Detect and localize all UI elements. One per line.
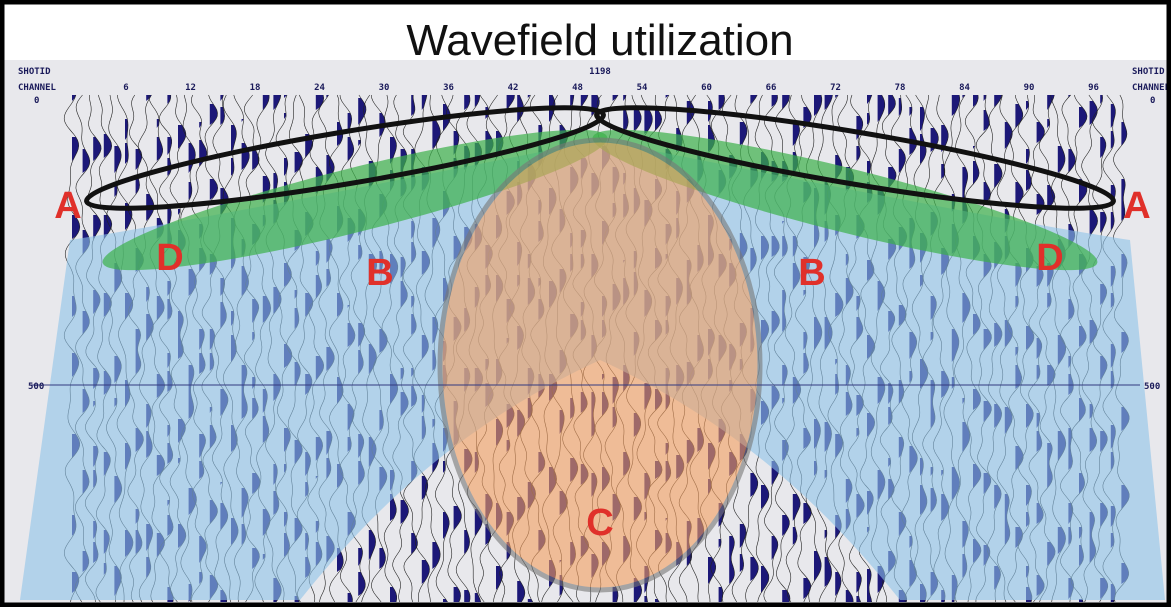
zone-label: D [156, 237, 183, 279]
time-tick: 500 [1144, 382, 1160, 392]
channel-tick: 72 [830, 83, 841, 93]
channel-tick: 30 [379, 83, 390, 93]
zone-label: B [366, 252, 393, 294]
channel-tick: 12 [185, 83, 196, 93]
channel-tick: 48 [572, 83, 583, 93]
channel-tick: 54 [637, 83, 648, 93]
title: Wavefield utilization [406, 16, 793, 65]
channel-tick: 6 [123, 83, 128, 93]
channel-tick: 66 [766, 83, 777, 93]
figure: Wavefield utilization SHOTID CHANNEL 0 5… [0, 0, 1171, 607]
time-tick: 500 [28, 382, 44, 392]
channel-tick: 18 [250, 83, 261, 93]
channel-tick: 36 [443, 83, 454, 93]
zone-label: C [586, 502, 613, 544]
diagram: Wavefield utilization SHOTID CHANNEL 0 5… [0, 0, 1171, 607]
zone-label: A [1123, 185, 1150, 227]
channel-tick: 42 [508, 83, 519, 93]
shotid-label: SHOTID [18, 67, 51, 77]
zone-label: B [798, 252, 825, 294]
zone-label: A [54, 185, 81, 227]
shot-number: 1198 [589, 67, 611, 77]
channel-label: CHANNEL [1132, 83, 1171, 93]
channel-tick: 90 [1024, 83, 1035, 93]
channel-tick: 96 [1088, 83, 1099, 93]
time-tick: 0 [1150, 96, 1155, 106]
channel-label: CHANNEL [18, 83, 57, 93]
channel-tick: 84 [959, 83, 970, 93]
channel-tick: 60 [701, 83, 712, 93]
zone-label: D [1036, 237, 1063, 279]
time-tick: 0 [34, 96, 39, 106]
channel-tick: 78 [895, 83, 906, 93]
channel-tick: 24 [314, 83, 325, 93]
shotid-label: SHOTID [1132, 67, 1165, 77]
